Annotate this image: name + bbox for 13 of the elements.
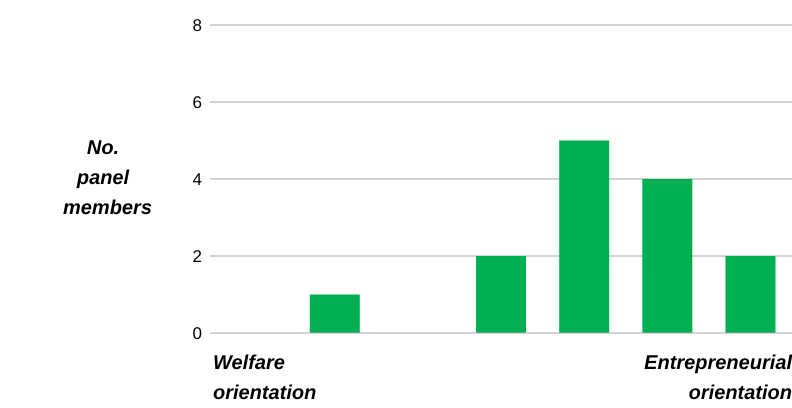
bar [725,256,776,333]
y-tick-label: 2 [192,247,202,266]
bar [642,179,692,333]
bar [476,256,526,333]
y-tick-label: 6 [192,93,202,112]
bar [559,140,610,333]
y-tick-label: 8 [192,16,202,36]
y-tick-label: 0 [192,324,202,344]
y-tick-label: 4 [192,170,202,190]
text: Welfare orientation [213,351,318,406]
bar [310,294,360,333]
text: Entrepreneurial orientation [643,351,792,406]
y-axis-title: No. panel members [63,136,152,221]
